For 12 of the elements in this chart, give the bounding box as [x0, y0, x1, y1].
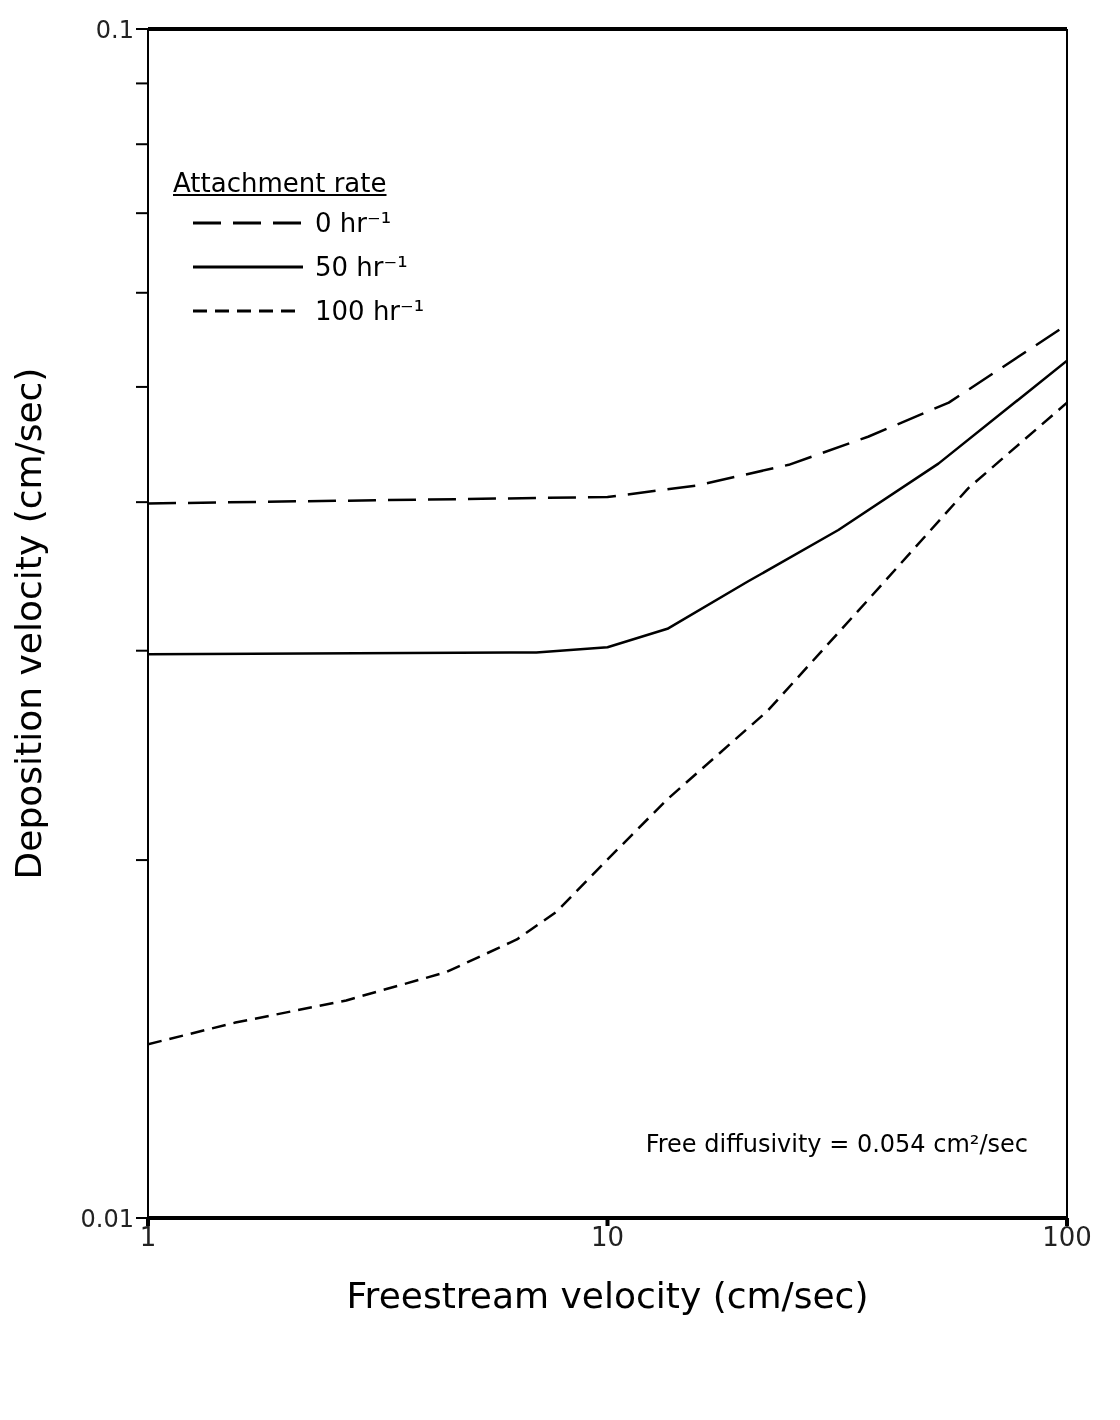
y-axis-title: Deposition velocity (cm/sec) [7, 367, 49, 880]
x-tick-label: 100 [1042, 1222, 1092, 1253]
legend-label: 0 hr⁻¹ [315, 208, 392, 238]
legend-title: Attachment rate [173, 168, 388, 198]
annotation: Free diffusivity = 0.054 cm²/sec [645, 1130, 1028, 1158]
legend-label: 100 hr⁻¹ [315, 296, 425, 326]
y-tick-label: 0.1 [95, 15, 134, 44]
y-tick-label: 0.01 [80, 1204, 134, 1233]
x-tick-label: 10 [590, 1222, 625, 1253]
x-tick-label: 1 [139, 1222, 157, 1253]
x-axis-title: Freestream velocity (cm/sec) [346, 1275, 869, 1316]
legend-label: 50 hr⁻¹ [315, 252, 408, 282]
